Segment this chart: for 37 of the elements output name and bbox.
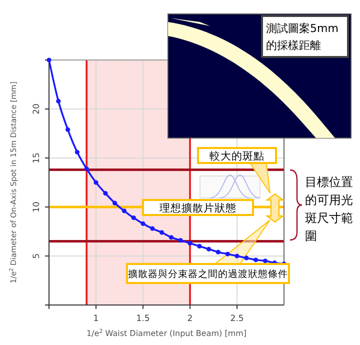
point: [94, 180, 98, 185]
point: [150, 226, 155, 231]
point: [188, 240, 192, 246]
y-tick-label: 5: [32, 253, 42, 259]
point: [56, 98, 61, 104]
point: [84, 166, 89, 172]
annotation: 擴散器與分束器之間的過渡狀態條件: [128, 268, 288, 280]
point: [254, 258, 258, 262]
x-axis-title: 1/e$^{2}$ Waist Diameter (Input Beam) [mm]: [86, 328, 247, 338]
y-tick-label: 15: [32, 152, 42, 164]
point: [244, 256, 249, 260]
point: [66, 127, 70, 132]
text: 測試圖案5mm的採樣距離: [266, 22, 338, 52]
x-tick-label: 2.5: [230, 314, 244, 324]
point: [225, 252, 230, 256]
annotation: 較大的斑點: [210, 149, 264, 162]
point: [234, 254, 240, 258]
point: [168, 235, 174, 240]
point: [74, 150, 80, 154]
point: [206, 246, 212, 252]
point: [216, 250, 220, 254]
point: [131, 215, 136, 220]
y-tick-label: 10: [32, 202, 42, 212]
point: [262, 258, 268, 264]
x-tick-label: 2: [187, 314, 193, 324]
point: [160, 230, 164, 235]
point: [122, 208, 126, 214]
annotation: 理想擴散片狀態: [160, 201, 236, 214]
point: [140, 221, 146, 226]
x-tick-label: 1: [93, 314, 99, 324]
y-tick-label: 20: [32, 104, 42, 114]
point: [103, 190, 108, 196]
x-tick-label: 1.5: [136, 314, 150, 324]
point: [197, 244, 202, 248]
point: [178, 238, 183, 243]
point: [112, 200, 118, 206]
text: 目標位置的可用光斑尺寸範圍: [305, 175, 353, 243]
